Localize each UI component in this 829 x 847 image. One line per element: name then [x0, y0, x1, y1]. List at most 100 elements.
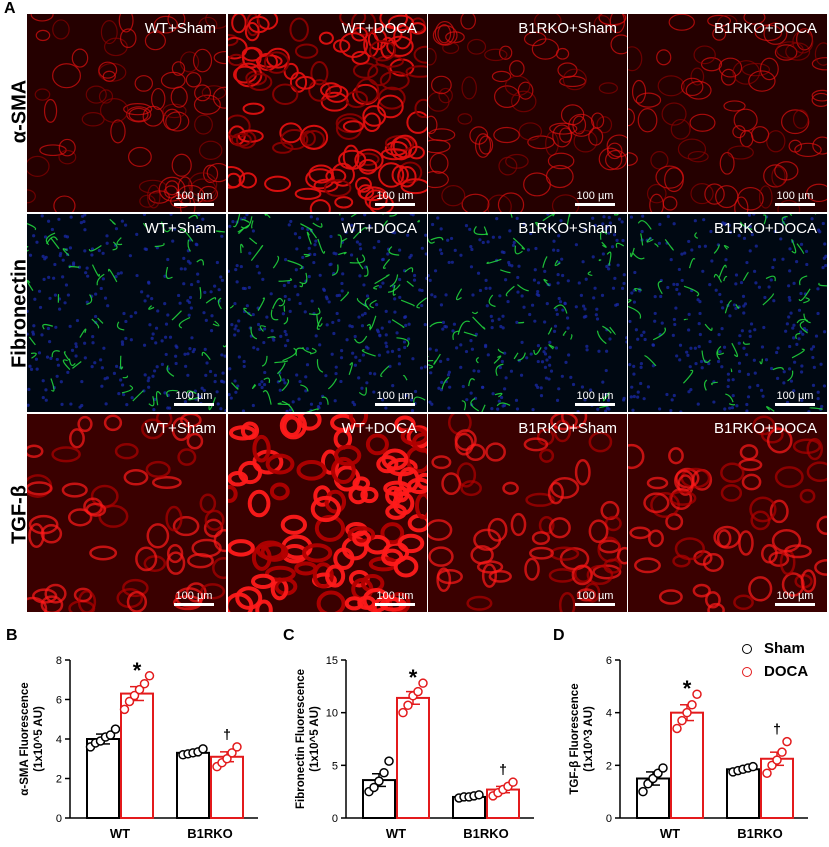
data-point: [384, 756, 394, 766]
x-tick-label: B1RKO: [463, 826, 509, 841]
micrograph-fibronectin-b1rko-doca: B1RKO+DOCA 100 µm: [628, 214, 827, 412]
data-point: [418, 678, 428, 688]
data-point: [474, 790, 484, 800]
micrograph-texture: [428, 214, 627, 412]
micrograph-tgf-beta-b1rko-sham: B1RKO+Sham 100 µm: [428, 414, 627, 612]
scale-bar-label: 100 µm: [576, 190, 614, 202]
scale-bar: 100 µm: [775, 390, 815, 406]
scale-bar-label: 100 µm: [175, 590, 213, 602]
micrograph-texture: [428, 414, 627, 612]
tile-title: WT+DOCA: [341, 220, 417, 237]
y-tick-label: 10: [326, 708, 338, 720]
data-point: [672, 723, 682, 734]
data-point: [198, 744, 208, 754]
tile-title: B1RKO+DOCA: [714, 420, 817, 437]
significance-marker: *: [683, 676, 692, 701]
x-tick-label: B1RKO: [737, 826, 783, 841]
scale-bar-label: 100 µm: [576, 590, 614, 602]
significance-marker: *: [133, 658, 142, 683]
micrograph-texture: [628, 14, 827, 212]
micrograph-texture: [27, 414, 226, 612]
data-point: [638, 786, 648, 797]
data-point: [129, 690, 140, 701]
bar: [726, 768, 760, 820]
panel-letter-a: A: [4, 0, 16, 17]
micrograph-texture: [428, 14, 627, 212]
y-tick-label: 4: [606, 708, 612, 720]
tile-title: B1RKO+Sham: [518, 220, 617, 237]
scale-bar-label: 100 µm: [576, 390, 614, 402]
data-point: [105, 730, 116, 740]
data-point: [119, 704, 130, 715]
scale-bar-label: 100 µm: [776, 390, 814, 402]
y-tick-label: 0: [606, 813, 612, 825]
scale-bar: 100 µm: [575, 390, 615, 406]
data-point: [232, 742, 242, 752]
bar: [120, 692, 154, 820]
scale-bar-line: [375, 603, 415, 606]
y-tick-label: 0: [56, 813, 62, 825]
x-tick-label: WT: [660, 826, 680, 841]
scale-bar-line: [174, 603, 214, 606]
y-axis-label: TGF-β Fluorescence (1x10^3 AU): [569, 683, 595, 794]
scale-bar-label: 100 µm: [376, 590, 414, 602]
scale-bar-line: [375, 403, 415, 406]
tile-title: WT+Sham: [144, 20, 216, 37]
scale-bar: 100 µm: [375, 390, 415, 406]
data-point: [403, 700, 413, 711]
y-axis-label: Fibronectin Fluorescence (1x10^5 AU): [295, 669, 321, 809]
y-axis-label-line: (1x10^5 AU): [33, 706, 45, 772]
chart-alpha-sma: 0 2 4 6 8 α-SMA Fluorescence (1x10^5 AU) WT B1RK…: [19, 655, 258, 841]
scale-bar: 100 µm: [174, 390, 214, 406]
scale-bar-line: [775, 203, 815, 206]
legend-item-doca: DOCA: [742, 663, 808, 680]
tile-title: B1RKO+DOCA: [714, 20, 817, 37]
data-point: [134, 684, 145, 695]
data-point: [658, 763, 668, 773]
y-tick-label: 2: [606, 760, 612, 772]
micrograph-texture: [27, 14, 226, 212]
legend-marker-sham: [742, 643, 752, 654]
scale-bar-line: [174, 403, 214, 406]
y-tick-label: 0: [332, 813, 338, 825]
scale-bar-line: [575, 203, 615, 206]
y-axis-label-line: α-SMA Fluorescence: [19, 682, 31, 795]
scale-bar-label: 100 µm: [376, 390, 414, 402]
scale-bar-label: 100 µm: [776, 190, 814, 202]
bar: [396, 696, 430, 819]
scale-bar-label: 100 µm: [175, 390, 213, 402]
data-point: [139, 678, 150, 689]
scale-bar: 100 µm: [575, 190, 615, 206]
data-point: [772, 755, 782, 765]
data-point: [762, 768, 772, 778]
scale-bar: 100 µm: [575, 590, 615, 606]
data-point: [398, 707, 408, 718]
bar: [362, 779, 396, 819]
scale-bar-line: [575, 403, 615, 406]
x-tick-label: WT: [110, 826, 130, 841]
y-axis-label-line: (1x10^5 AU): [309, 706, 321, 772]
scale-bar-label: 100 µm: [175, 190, 213, 202]
x-tick-label: B1RKO: [187, 826, 233, 841]
legend-marker-doca: [742, 666, 752, 677]
scale-bar-label: 100 µm: [776, 590, 814, 602]
micrograph-texture: [228, 414, 427, 612]
scale-bar: 100 µm: [174, 590, 214, 606]
bar: [176, 751, 210, 819]
tile-title: WT+Sham: [144, 420, 216, 437]
panel-letter-d: D: [553, 627, 565, 644]
y-tick-label: 2: [56, 774, 62, 786]
data-point: [227, 748, 237, 758]
significance-marker: †: [499, 761, 507, 777]
data-point: [413, 686, 423, 697]
micrograph-texture: [27, 214, 226, 412]
y-axis-label-line: (1x10^3 AU): [583, 706, 595, 772]
data-point: [677, 715, 687, 726]
legend-label-doca: DOCA: [764, 663, 809, 680]
tile-title: B1RKO+Sham: [518, 20, 617, 37]
micrograph-tgf-beta-b1rko-doca: B1RKO+DOCA 100 µm: [628, 414, 827, 612]
micrograph-texture: [228, 214, 427, 412]
significance-marker: †: [223, 726, 231, 742]
tile-title: WT+DOCA: [341, 420, 417, 437]
scale-bar: 100 µm: [375, 190, 415, 206]
